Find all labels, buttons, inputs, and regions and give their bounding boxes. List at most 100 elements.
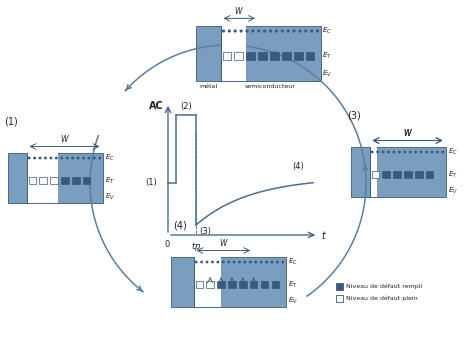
Text: métal: métal (199, 84, 217, 88)
Circle shape (298, 29, 302, 33)
Bar (194, 257, 221, 307)
Circle shape (254, 260, 257, 263)
Circle shape (393, 151, 395, 153)
Bar (350, 147, 446, 197)
Circle shape (98, 157, 101, 159)
Bar (261, 281, 268, 288)
Circle shape (371, 151, 374, 153)
Text: $E_T$: $E_T$ (323, 51, 332, 61)
Text: (4): (4) (173, 221, 187, 231)
Circle shape (93, 157, 96, 159)
Bar (83, 177, 91, 184)
Bar (370, 147, 377, 197)
Circle shape (66, 157, 68, 159)
Bar (371, 171, 379, 178)
Text: (3): (3) (348, 111, 361, 121)
Bar (272, 281, 279, 288)
Text: $W$: $W$ (402, 127, 412, 139)
Bar (306, 52, 315, 60)
Bar (228, 281, 235, 288)
Text: Niveau de défaut rempli: Niveau de défaut rempli (346, 284, 422, 289)
Circle shape (227, 260, 230, 263)
Circle shape (414, 151, 417, 153)
Circle shape (38, 157, 41, 159)
Text: $E_T$: $E_T$ (105, 176, 114, 186)
Circle shape (409, 151, 412, 153)
Bar (246, 52, 255, 60)
Circle shape (55, 157, 58, 159)
Bar (393, 171, 401, 178)
Circle shape (76, 157, 80, 159)
Text: (2): (2) (180, 102, 192, 111)
Circle shape (33, 157, 36, 159)
Bar (250, 281, 257, 288)
Circle shape (28, 157, 30, 159)
Circle shape (251, 29, 254, 33)
Circle shape (441, 151, 444, 153)
Circle shape (398, 151, 401, 153)
Bar (220, 26, 245, 80)
Text: $E_C$: $E_C$ (105, 153, 114, 163)
Text: $t$: $t$ (321, 229, 327, 241)
Text: $E_V$: $E_V$ (105, 192, 114, 202)
Text: $E_T$: $E_T$ (447, 170, 457, 180)
Circle shape (260, 260, 263, 263)
Bar (336, 295, 343, 302)
Circle shape (88, 157, 91, 159)
Bar (294, 52, 303, 60)
Text: $E_T$: $E_T$ (287, 279, 297, 290)
Text: $W$: $W$ (219, 238, 228, 249)
Circle shape (431, 151, 433, 153)
Circle shape (293, 29, 295, 33)
Circle shape (281, 29, 284, 33)
Bar (415, 171, 423, 178)
Bar (196, 26, 320, 80)
Circle shape (304, 29, 307, 33)
Text: $E_V$: $E_V$ (323, 69, 333, 79)
Bar (270, 52, 279, 60)
Circle shape (82, 157, 85, 159)
Bar (196, 281, 203, 288)
Bar (61, 177, 68, 184)
Circle shape (382, 151, 385, 153)
Circle shape (403, 151, 406, 153)
Circle shape (222, 29, 225, 33)
Circle shape (228, 29, 231, 33)
Text: AC: AC (149, 101, 164, 111)
Bar (258, 52, 267, 60)
Text: (3): (3) (199, 227, 211, 236)
Text: semiconducteur: semiconducteur (245, 84, 296, 88)
Text: $E_C$: $E_C$ (447, 147, 457, 157)
Text: $E_V$: $E_V$ (447, 186, 458, 196)
Circle shape (238, 260, 241, 263)
Circle shape (257, 29, 260, 33)
Bar (234, 52, 243, 60)
Circle shape (436, 151, 439, 153)
Bar (282, 52, 291, 60)
Circle shape (316, 29, 319, 33)
Circle shape (376, 151, 379, 153)
Circle shape (387, 151, 390, 153)
Circle shape (425, 151, 428, 153)
Text: $E_C$: $E_C$ (323, 26, 333, 36)
Circle shape (44, 157, 47, 159)
Circle shape (276, 260, 279, 263)
Circle shape (245, 29, 249, 33)
Circle shape (271, 260, 273, 263)
Circle shape (222, 260, 225, 263)
Text: $W$: $W$ (60, 133, 69, 145)
Text: $tp$: $tp$ (191, 240, 201, 253)
Bar (206, 281, 214, 288)
Bar (426, 171, 433, 178)
Text: 0: 0 (164, 240, 170, 249)
Bar (217, 281, 225, 288)
Circle shape (216, 260, 219, 263)
Circle shape (234, 29, 237, 33)
Bar (8, 153, 103, 203)
Circle shape (265, 260, 268, 263)
Bar (171, 257, 286, 307)
Circle shape (243, 260, 246, 263)
Circle shape (240, 29, 242, 33)
Circle shape (420, 151, 423, 153)
Circle shape (200, 260, 203, 263)
